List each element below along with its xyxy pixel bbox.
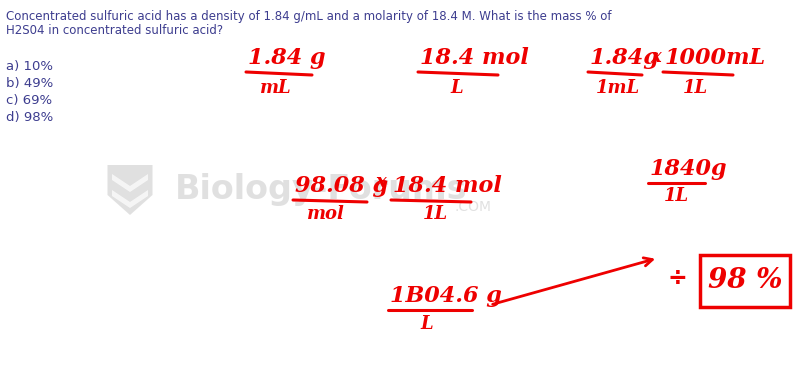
Text: a) 10%: a) 10% <box>6 60 53 73</box>
Text: 18.4 mol: 18.4 mol <box>420 47 529 69</box>
Text: d) 98%: d) 98% <box>6 111 54 124</box>
Text: x: x <box>375 173 386 191</box>
Text: L: L <box>420 315 433 333</box>
Text: 1B04.6 g: 1B04.6 g <box>390 285 502 307</box>
Polygon shape <box>107 165 153 215</box>
Text: 18.4 mol: 18.4 mol <box>393 175 502 197</box>
Text: Biology-Forums: Biology-Forums <box>175 174 467 206</box>
Text: 1L: 1L <box>683 79 708 97</box>
Text: 1mL: 1mL <box>596 79 640 97</box>
Text: b) 49%: b) 49% <box>6 77 54 90</box>
Text: H2S04 in concentrated sulfuric acid?: H2S04 in concentrated sulfuric acid? <box>6 24 223 37</box>
Text: Concentrated sulfuric acid has a density of 1.84 g/mL and a molarity of 18.4 M. : Concentrated sulfuric acid has a density… <box>6 10 611 23</box>
Text: .COM: .COM <box>455 200 492 214</box>
Text: 98 %: 98 % <box>708 268 782 294</box>
Text: 1L: 1L <box>423 205 448 223</box>
Polygon shape <box>112 190 148 208</box>
Text: 1.84g: 1.84g <box>590 47 660 69</box>
Text: x: x <box>650 48 661 66</box>
Text: 1L: 1L <box>664 187 689 205</box>
Text: 98.08 g: 98.08 g <box>295 175 388 197</box>
Bar <box>700 255 790 307</box>
Text: mol: mol <box>307 205 345 223</box>
Text: L: L <box>450 79 462 97</box>
Text: mL: mL <box>260 79 292 97</box>
Text: c) 69%: c) 69% <box>6 94 52 107</box>
Text: 1000mL: 1000mL <box>665 47 766 69</box>
Text: 1.84 g: 1.84 g <box>248 47 326 69</box>
Polygon shape <box>112 174 148 192</box>
Text: 1840g: 1840g <box>650 158 727 180</box>
Text: ÷: ÷ <box>668 266 688 290</box>
